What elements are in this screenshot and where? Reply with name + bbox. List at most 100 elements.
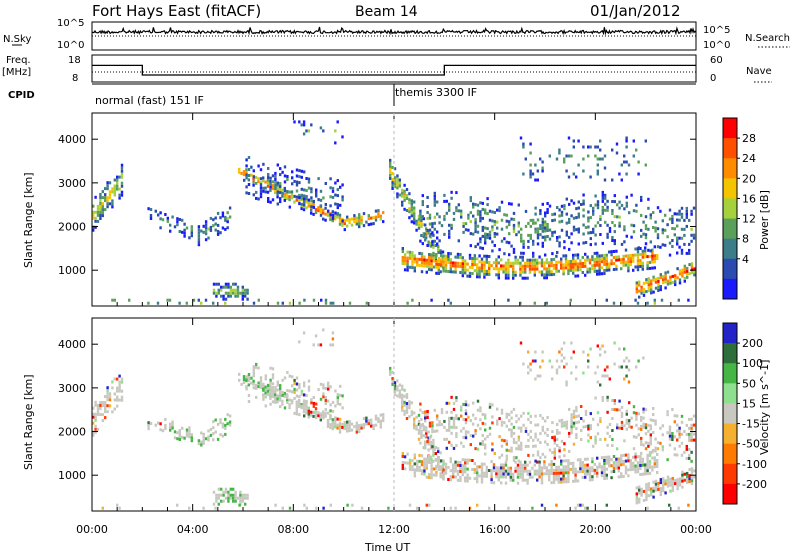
echo-cell [472,401,475,405]
echo-cell [552,474,556,478]
echo-cell [519,466,522,470]
echo-cell [252,301,256,305]
echo-cell [572,139,575,143]
echo-cell [464,268,467,272]
echo-cell [391,178,394,181]
echo-cell [568,247,571,251]
colorbar-swatch [723,238,737,260]
echo-cell [558,244,561,248]
echo-cell [387,506,390,510]
echo-cell [219,216,222,220]
echo-cell [589,427,592,431]
echo-cell [512,425,516,429]
echo-cell [551,213,554,217]
echo-cell [224,297,228,301]
echo-cell [545,301,548,305]
colorbar-tick-label: -200 [742,478,767,491]
echo-cell [601,205,604,209]
echo-cell [662,278,665,282]
echo-cell [461,268,464,272]
echo-cell [553,453,556,457]
echo-cell [204,229,208,233]
echo-cell [343,219,346,223]
echo-cell [517,221,520,225]
echo-cell [358,430,361,434]
echo-cell [540,478,544,482]
echo-cell [370,424,373,428]
echo-cell [420,454,424,458]
echo-cell [101,401,104,405]
echo-cell [416,257,419,261]
echo-cell [449,475,452,479]
echo-cell [431,427,434,431]
echo-cell [462,435,465,439]
echo-cell [403,455,407,459]
echo-cell [420,234,423,237]
echo-cell [624,468,628,472]
echo-cell [582,208,585,212]
echo-cell [274,191,277,195]
echo-cell [437,245,440,249]
echo-cell [548,472,551,476]
echo-cell [514,469,517,473]
echo-cell [252,379,255,383]
echo-cell [413,209,416,213]
echo-cell [625,412,628,416]
echo-cell [636,259,640,263]
echo-cell [488,267,491,270]
echo-cell [593,251,596,255]
echo-cell [686,275,689,279]
echo-cell [690,432,693,436]
echo-cell [432,254,435,258]
echo-cell [334,193,337,197]
echo-cell [529,175,532,179]
echo-cell [653,266,656,270]
echo-cell [426,205,429,208]
echo-cell [382,413,385,417]
echo-cell [632,447,636,451]
echo-cell [645,489,648,493]
echo-cell [197,231,201,235]
echo-cell [360,506,364,510]
echo-cell [565,169,568,173]
echo-cell [435,271,438,275]
echo-cell [543,264,546,268]
echo-cell [617,255,620,259]
echo-cell [564,480,568,484]
echo-cell [331,421,334,425]
echo-cell [546,235,549,238]
echo-cell [120,163,124,167]
echo-cell [565,221,568,225]
echo-cell [644,447,648,451]
echo-cell [536,423,540,427]
echo-cell [540,273,544,277]
echo-cell [99,199,102,202]
echo-cell [350,428,354,432]
echo-cell [290,401,294,405]
echo-cell [685,444,688,448]
echo-cell [572,145,575,149]
echo-cell [668,437,672,441]
echo-cell [389,176,392,180]
echo-cell [601,199,604,203]
echo-cell [492,463,496,467]
echo-cell [382,211,385,215]
power-ylabel: Slant Range [km] [22,172,35,268]
echo-cell [608,250,611,254]
echo-cell [413,423,416,427]
echo-cell [564,468,568,472]
echo-cell [624,453,628,457]
echo-cell [574,506,577,510]
echo-cell [616,426,619,430]
echo-cell [334,129,337,133]
echo-cell [413,266,416,270]
echo-cell [524,426,528,430]
echo-cell [471,468,474,471]
echo-cell [217,496,220,500]
echo-cell [678,426,681,430]
echo-cell [603,178,607,182]
echo-cell [692,414,696,418]
echo-cell [94,430,97,434]
echo-cell [101,214,104,218]
echo-cell [464,259,467,263]
